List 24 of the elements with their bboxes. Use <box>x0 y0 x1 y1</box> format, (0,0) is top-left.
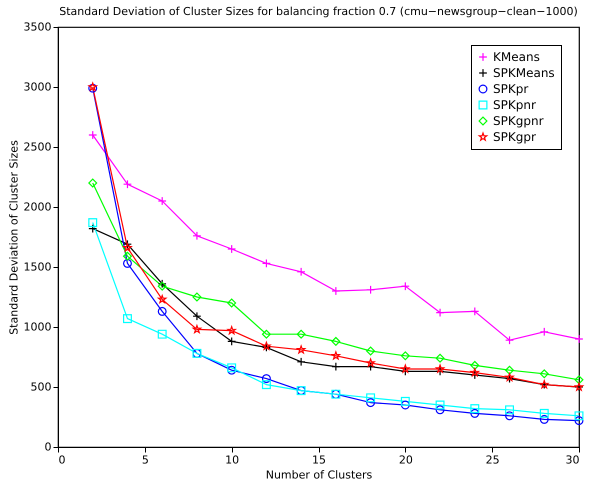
legend-label: KMeans <box>493 50 540 64</box>
y-axis-title: Standard Deviation of Cluster Sizes <box>8 140 21 335</box>
y-tick-label: 0 <box>44 440 52 454</box>
x-tick-label: 5 <box>142 454 149 466</box>
legend-label: SPKMeans <box>493 66 555 80</box>
y-tick-label: 3000 <box>24 80 52 94</box>
y-tick-label: 3500 <box>24 20 52 34</box>
legend-label: SPKgpr <box>493 130 536 144</box>
x-axis-title: Number of Clusters <box>266 468 373 482</box>
x-tick-label: 25 <box>486 454 500 466</box>
legend-label: SPKpr <box>493 82 528 96</box>
x-tick-label: 10 <box>225 454 240 466</box>
y-tick-label: 1500 <box>24 260 52 274</box>
x-tick-label: 15 <box>312 454 326 466</box>
y-tick-label: 500 <box>30 380 52 394</box>
y-tick-label: 1000 <box>24 320 52 334</box>
chart-title: Standard Deviation of Cluster Sizes for balancing fraction 0.7 (cmu−newsgroup−clean−1000) <box>59 5 578 18</box>
y-tick-label: 2500 <box>24 140 52 154</box>
x-tick-label: 20 <box>398 454 413 466</box>
x-tick-label: 0 <box>58 454 66 466</box>
legend-label: SPKgpnr <box>493 114 544 128</box>
y-tick-label: 2000 <box>24 200 52 214</box>
x-tick-label: 30 <box>566 454 580 466</box>
legend-label: SPKpnr <box>493 98 536 112</box>
